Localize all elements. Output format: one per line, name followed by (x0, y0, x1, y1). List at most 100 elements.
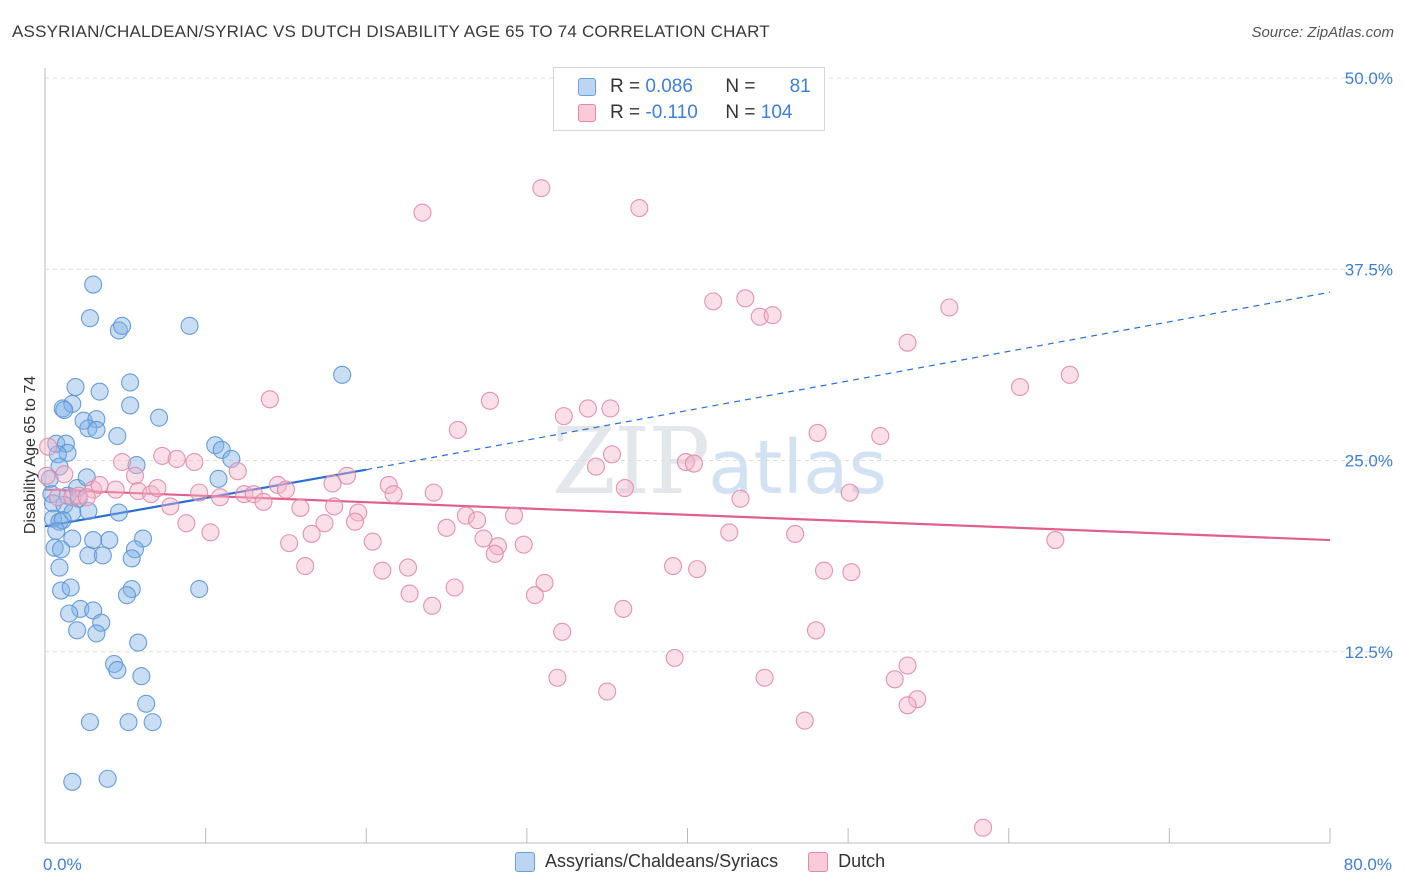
point-assyrians (52, 581, 71, 600)
point-dutch (254, 492, 273, 511)
series-legend-assyrians[interactable]: Assyrians/Chaldeans/Syriacs (515, 851, 778, 872)
legend-swatch-dutch (578, 104, 596, 122)
point-dutch (113, 452, 132, 472)
point-dutch (190, 483, 209, 502)
point-assyrians (190, 579, 209, 599)
point-dutch (228, 462, 247, 481)
point-dutch (302, 524, 321, 543)
point-dutch (244, 485, 263, 504)
point-dutch (554, 407, 573, 426)
legend-r-label: R = (610, 76, 646, 97)
point-assyrians (63, 503, 82, 522)
point-dutch (786, 524, 805, 543)
point-assyrians (93, 546, 112, 565)
point-dutch (384, 485, 403, 504)
watermark-zip: ZIP (552, 408, 710, 515)
point-dutch (456, 506, 475, 525)
point-dutch (413, 203, 432, 222)
point-dutch (90, 475, 109, 495)
point-assyrians (180, 316, 199, 335)
point-dutch (602, 445, 622, 464)
point-dutch (795, 711, 814, 730)
y-tick-label: 25.0% (1345, 452, 1393, 471)
point-assyrians (84, 275, 103, 294)
series-swatch-assyrians (515, 851, 535, 872)
y-axis-label: Disability Age 65 to 74 (22, 376, 39, 534)
point-dutch (485, 544, 504, 563)
point-assyrians (132, 667, 151, 686)
point-assyrians (63, 529, 82, 548)
point-assyrians (87, 420, 106, 439)
point-dutch (630, 199, 649, 218)
series-label-assyrians: Assyrians/Chaldeans/Syriacs (545, 851, 779, 871)
point-dutch (614, 599, 633, 618)
point-dutch (379, 475, 398, 495)
point-dutch (940, 298, 959, 317)
point-assyrians (50, 558, 69, 577)
point-dutch (77, 488, 96, 507)
stats-legend: R = 0.086 N = 81 R = -0.110 N = 104 (553, 67, 825, 131)
point-assyrians (212, 440, 231, 459)
point-dutch (871, 426, 890, 446)
y-tick-label: 12.5% (1345, 643, 1393, 662)
point-assyrians (122, 549, 141, 568)
point-assyrians (98, 769, 117, 788)
point-dutch (291, 498, 310, 517)
point-dutch (1010, 378, 1030, 397)
series-legend-dutch[interactable]: Dutch (808, 851, 885, 872)
legend-n-label: N = (725, 102, 761, 123)
chart-title: ASSYRIAN/CHALDEAN/SYRIAC VS DUTCH DISABI… (12, 22, 770, 41)
point-assyrians (108, 426, 127, 446)
point-assyrians (53, 511, 72, 530)
point-dutch (153, 446, 172, 465)
point-dutch (260, 390, 279, 409)
point-assyrians (137, 694, 156, 713)
point-dutch (315, 514, 334, 533)
legend-row-assyrians: R = 0.086 N = 81 (578, 74, 811, 100)
trend-line-assyrians-extrapolated (366, 291, 1331, 471)
point-dutch (211, 488, 230, 507)
point-dutch (400, 584, 419, 603)
point-dutch (106, 480, 125, 499)
point-dutch (177, 514, 196, 533)
point-assyrians (121, 373, 140, 392)
point-dutch (445, 578, 464, 597)
point-dutch (1060, 365, 1079, 384)
point-dutch (39, 437, 58, 456)
y-tick-label: 50.0% (1345, 69, 1393, 88)
point-dutch (276, 480, 295, 499)
watermark: ZIPatlas (552, 408, 887, 515)
point-assyrians (122, 579, 141, 599)
point-assyrians (121, 396, 140, 415)
point-dutch (201, 523, 220, 542)
point-dutch (167, 449, 186, 469)
point-dutch (398, 558, 418, 577)
point-assyrians (143, 713, 162, 732)
legend-row-dutch: R = -0.110 N = 104 (578, 100, 811, 126)
point-assyrians (108, 661, 127, 680)
point-dutch (684, 454, 703, 473)
x-tick-label: 80.0% (1344, 855, 1392, 874)
point-assyrians (149, 408, 169, 427)
point-dutch (814, 561, 834, 580)
point-assyrians (47, 521, 66, 540)
point-dutch (532, 179, 551, 198)
legend-r-label: R = (610, 102, 646, 123)
point-dutch (535, 573, 554, 592)
point-dutch (885, 670, 904, 689)
point-assyrians (68, 621, 87, 640)
point-dutch (48, 488, 67, 507)
point-assyrians (84, 531, 103, 550)
point-assyrians (113, 316, 132, 335)
point-dutch (474, 529, 493, 548)
point-assyrians (79, 546, 98, 565)
point-dutch (586, 457, 605, 476)
point-dutch (296, 557, 315, 576)
point-dutch (480, 391, 499, 410)
point-assyrians (90, 382, 109, 401)
point-assyrians (119, 713, 138, 732)
point-dutch (601, 399, 620, 418)
x-tick-label: 0.0% (43, 855, 82, 874)
point-dutch (898, 656, 917, 675)
